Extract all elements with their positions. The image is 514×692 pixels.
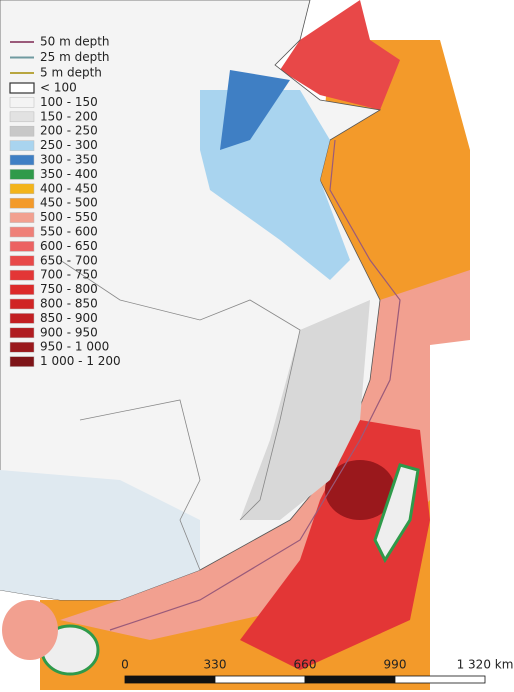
legend-swatch xyxy=(9,327,35,339)
land-gray xyxy=(240,300,370,520)
legend-label: 200 - 250 xyxy=(40,124,98,138)
legend-swatch xyxy=(9,82,35,94)
legend-label: 150 - 200 xyxy=(40,109,98,123)
legend-label: 900 - 950 xyxy=(40,325,98,339)
legend-label: 450 - 500 xyxy=(40,196,98,210)
legend-swatch xyxy=(9,140,35,151)
legend-swatch xyxy=(9,169,35,180)
land-south-speckle xyxy=(0,470,200,600)
border xyxy=(79,399,201,571)
legend-label: 800 - 850 xyxy=(40,297,98,311)
legend-swatch xyxy=(9,284,35,295)
scale-label: 330 xyxy=(204,658,227,672)
scale-segment xyxy=(124,675,216,684)
taiwan xyxy=(373,463,420,564)
legend-swatch xyxy=(9,255,35,267)
legend-label: 1 000 - 1 200 xyxy=(40,354,121,368)
legend-swatch xyxy=(9,212,35,223)
legend-swatch xyxy=(9,183,35,195)
legend-label: 5 m depth xyxy=(40,66,102,80)
bohai-red xyxy=(280,0,400,110)
legend-swatch xyxy=(9,269,35,281)
legend-label: 850 - 900 xyxy=(40,311,98,325)
legend-swatch xyxy=(9,313,35,324)
legend-swatch xyxy=(9,226,35,238)
legend-swatch xyxy=(9,197,35,209)
scale-label: 0 xyxy=(121,658,129,672)
legend-label: 50 m depth xyxy=(40,35,110,49)
border xyxy=(59,259,301,521)
legend-label: 25 m depth xyxy=(40,50,110,64)
legend-label: 100 - 150 xyxy=(40,95,98,109)
land-blue-dark xyxy=(220,70,290,150)
legend-label: 550 - 600 xyxy=(40,225,98,239)
legend-label: < 100 xyxy=(40,81,77,95)
scale-segment xyxy=(304,675,396,684)
scale-label: 660 xyxy=(294,658,317,672)
sea-dark-red xyxy=(325,460,395,520)
legend-swatch xyxy=(9,125,35,137)
legend-swatch xyxy=(9,298,35,310)
scale-segment xyxy=(394,675,486,684)
legend-label: 250 - 300 xyxy=(40,138,98,152)
legend-label: 350 - 400 xyxy=(40,167,98,181)
scale-segment xyxy=(214,675,306,684)
legend-label: 600 - 650 xyxy=(40,239,98,253)
legend-swatch xyxy=(9,111,35,123)
legend-label: 950 - 1 000 xyxy=(40,340,109,354)
legend-label: 650 - 700 xyxy=(40,253,98,267)
gulf-salmon xyxy=(2,600,58,660)
legend-label: 750 - 800 xyxy=(40,282,98,296)
scale-label: 1 320 km xyxy=(457,658,514,672)
legend-swatch xyxy=(9,97,35,108)
legend-label: 500 - 550 xyxy=(40,210,98,224)
legend-swatch xyxy=(9,356,35,367)
scale-bar: 0 330 660 990 1 320 km xyxy=(121,658,513,684)
legend-swatch xyxy=(9,154,35,166)
legend-label: 300 - 350 xyxy=(40,153,98,167)
scale-label: 990 xyxy=(384,658,407,672)
legend-label: 400 - 450 xyxy=(40,181,98,195)
legend-label: 700 - 750 xyxy=(40,268,98,282)
depth-contour xyxy=(109,139,401,631)
legend-swatch xyxy=(9,241,35,252)
legend-swatch xyxy=(9,341,35,353)
